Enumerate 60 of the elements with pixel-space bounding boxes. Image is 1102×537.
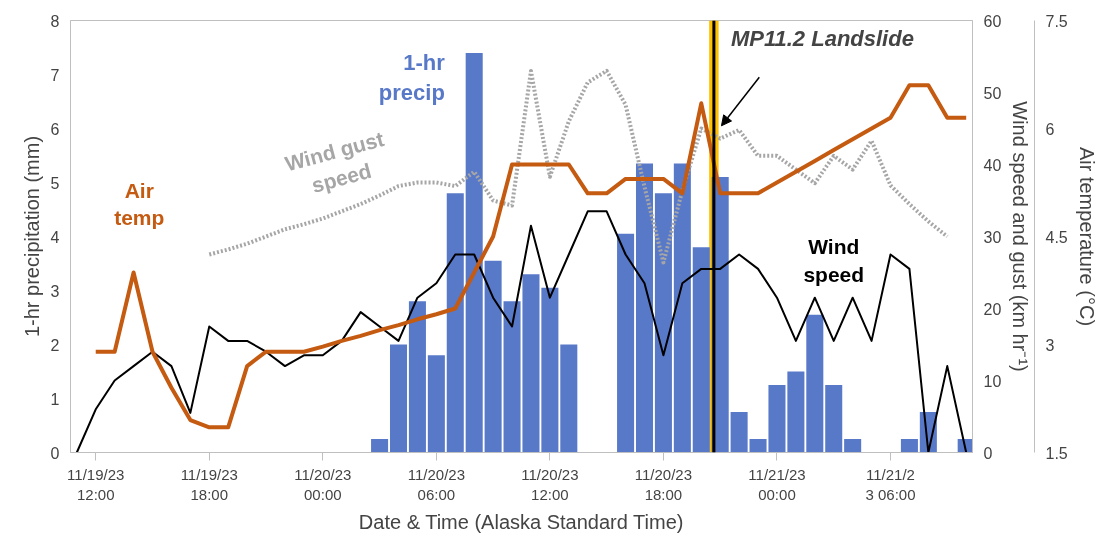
y-tick-label: 8 bbox=[50, 12, 60, 30]
bar bbox=[900, 439, 918, 453]
bar bbox=[787, 371, 805, 453]
x-tick-label: 11/20/23 06:00 bbox=[407, 465, 465, 503]
bar bbox=[692, 247, 710, 453]
y2-tick-label: 0 bbox=[983, 444, 993, 462]
x-tick-label: 11/20/23 00:00 bbox=[294, 465, 352, 503]
y2-tick-label: 20 bbox=[983, 300, 1002, 318]
x-tick-label: 11/20/23 12:00 bbox=[521, 465, 579, 503]
bar bbox=[446, 193, 464, 453]
text: Wind gust speed bbox=[282, 127, 387, 197]
y-tick-label: 2 bbox=[50, 336, 60, 354]
bar bbox=[465, 52, 483, 453]
y2-tick-label: 10 bbox=[983, 372, 1002, 390]
y-tick-label: 5 bbox=[50, 174, 60, 192]
bar bbox=[560, 344, 578, 453]
y3-axis-title: Air temperature (°C) bbox=[1075, 146, 1098, 327]
y-tick-label: 7 bbox=[50, 66, 60, 84]
y2-tick-label: 30 bbox=[983, 228, 1002, 246]
line-series bbox=[207, 68, 950, 265]
bar bbox=[635, 163, 654, 453]
y-tick-label: 6 bbox=[50, 120, 60, 138]
series-label: 1-hr precip bbox=[378, 50, 446, 106]
y-tick-label: 1 bbox=[50, 390, 60, 408]
y2-tick-label: 50 bbox=[983, 84, 1002, 102]
x-tick-label: 11/20/23 18:00 bbox=[634, 465, 693, 503]
bar bbox=[389, 344, 408, 453]
x-tick-label: 11/21/23 00:00 bbox=[748, 465, 806, 503]
y3-tick-label: 1.5 bbox=[1045, 444, 1068, 462]
y-tick-label: 3 bbox=[50, 282, 60, 300]
y3-tick-label: 3 bbox=[1045, 336, 1055, 354]
y2-tick-label: 40 bbox=[983, 156, 1002, 174]
x-tick-label: 11/21/2 3 06:00 bbox=[865, 465, 916, 503]
bar bbox=[541, 287, 559, 453]
y3-tick-label: 4.5 bbox=[1045, 228, 1068, 246]
bar bbox=[484, 260, 502, 453]
y2-axis-title: Wind speed and gust (km hr⁻¹) bbox=[1009, 101, 1032, 372]
series-label: Wind speed bbox=[803, 235, 865, 286]
bar bbox=[408, 301, 426, 453]
bar bbox=[617, 233, 635, 453]
y3-tick-label: 7.5 bbox=[1045, 12, 1068, 30]
y3-tick-label: 6 bbox=[1045, 120, 1055, 138]
x-tick-label: 11/19/23 12:00 bbox=[67, 465, 125, 503]
x-tick-label: 11/19/23 18:00 bbox=[180, 465, 238, 503]
bar bbox=[427, 355, 445, 453]
line-series bbox=[93, 83, 969, 430]
y-tick-label: 4 bbox=[50, 228, 60, 246]
bar bbox=[654, 193, 672, 453]
bar bbox=[730, 412, 748, 453]
bar bbox=[371, 439, 389, 453]
bar bbox=[825, 385, 843, 453]
y-tick-label: 0 bbox=[50, 444, 60, 462]
ref-line-label: MP11.2 Landslide bbox=[730, 25, 914, 51]
bar bbox=[806, 314, 824, 453]
x-axis-title: Date & Time (Alaska Standard Time) bbox=[358, 510, 684, 533]
y2-tick-label: 60 bbox=[983, 12, 1002, 30]
bar bbox=[844, 439, 862, 453]
bar bbox=[673, 163, 691, 453]
y-axis-title: 1-hr precipitation (mm) bbox=[20, 135, 43, 338]
text: Air temp bbox=[114, 178, 165, 230]
